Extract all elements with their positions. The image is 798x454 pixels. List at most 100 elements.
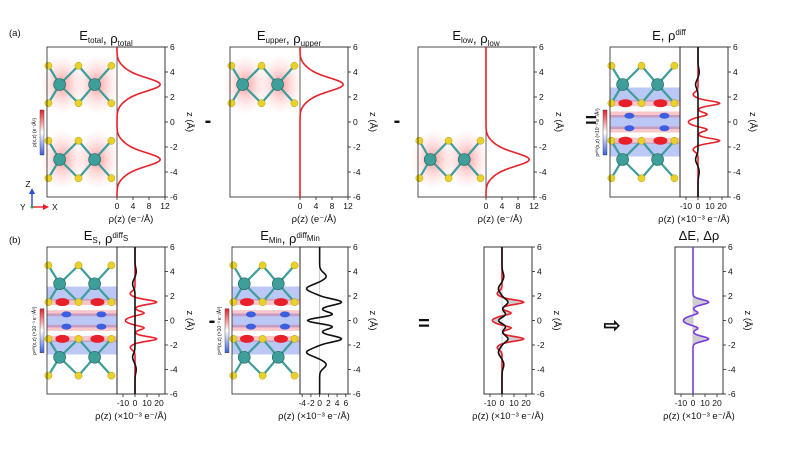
z-tick-label: 0 [537, 316, 542, 326]
z-tick-label: 2 [170, 92, 175, 102]
s-atom [74, 136, 83, 145]
accumulation-lobe [55, 298, 70, 307]
title-title2-sup: diff [112, 231, 123, 240]
x-tick-label: 12 [343, 201, 353, 211]
z-tick-label: 2 [537, 291, 542, 301]
mo-atom [271, 277, 285, 291]
x-tick-label: 4 [500, 201, 505, 211]
accumulation-band [232, 324, 300, 331]
title-title2-sub: total [118, 39, 133, 48]
s-atom [257, 61, 266, 70]
colorbar-label: ρ(x,z) (e⁻/Å³) [31, 118, 38, 147]
z-tick-label: 6 [170, 42, 175, 52]
title-title: E [260, 228, 269, 243]
x-tick-label: 20 [154, 398, 164, 408]
z-tick-label: -4 [353, 167, 361, 177]
series-line-0 [305, 247, 343, 394]
x-tick-label: 20 [712, 398, 722, 408]
s-atom [107, 174, 116, 183]
series-line-1 [497, 247, 509, 394]
depletion-lobe [624, 112, 635, 119]
panel-title: Elow, ρlow [452, 28, 500, 48]
z-tick-label: -6 [728, 389, 736, 399]
x-axis-label: ρ(z) (e⁻/Å) [292, 214, 337, 225]
z-tick-label: 4 [537, 267, 542, 277]
title-title-sep: , [473, 31, 480, 46]
z-tick-label: 6 [353, 242, 358, 252]
z-tick-label: -6 [170, 192, 178, 202]
x-tick-label: -4 [298, 398, 306, 408]
mo-atom [53, 78, 66, 91]
title-title-sub: upper [266, 36, 287, 45]
z-tick-label: -4 [170, 365, 178, 375]
equals-operator: = [585, 110, 597, 132]
x-axis-label: ρ(z) (×10⁻³ e⁻/Å) [95, 411, 167, 422]
z-tick-label: 6 [539, 42, 544, 52]
mo-atom [457, 153, 471, 166]
x-arrow-head [43, 204, 49, 210]
s-atom [290, 261, 299, 270]
z-tick-label: 0 [170, 117, 175, 127]
title-title: E [257, 28, 266, 43]
title-title2-sub: Min [307, 234, 320, 243]
colorbar-label: ρᵈⁱᶠᶠ(x,z) (×10⁻³ e⁻/Å³) [594, 108, 601, 157]
plot-frame [116, 46, 166, 198]
z-tick-label: 6 [170, 242, 175, 252]
z-tick-label: 2 [728, 291, 733, 301]
accumulation-lobe [618, 136, 633, 145]
z-tick-label: 4 [539, 67, 544, 77]
z-tick-label: -2 [728, 340, 736, 350]
z-axis-label: z (Å) [742, 310, 753, 330]
z-axis-label: z (Å) [551, 310, 562, 330]
x-tick-label: 8 [516, 201, 521, 211]
series-line-0 [682, 247, 710, 394]
y-axis-letter: Y [20, 202, 26, 212]
title-title: E [84, 228, 93, 243]
x-tick-label: -10 [675, 398, 688, 408]
plot-frame [483, 246, 533, 395]
z-tick-label: -6 [353, 192, 361, 202]
x-axis-label: ρ(z) (×10⁻³ e⁻/Å) [472, 411, 544, 422]
s-atom [229, 335, 238, 343]
s-atom [107, 371, 116, 380]
chart-b1 [124, 247, 158, 394]
colorbar [224, 308, 230, 354]
z-axis-label: z (Å) [367, 310, 378, 330]
title-title-sub: Min [269, 236, 282, 245]
mo-atom [651, 78, 664, 91]
s-atom [258, 298, 267, 306]
z-axis-letter: Z [25, 179, 30, 189]
z-tick-label: 4 [733, 67, 738, 77]
title-title: ΔE, Δρ [679, 228, 720, 243]
accumulation-band [47, 324, 117, 331]
z-tick-label: 0 [539, 117, 544, 127]
colorbar-label: ρᵈⁱᶠᶠ(x,z) (×10⁻³ e⁻/Å³) [216, 306, 223, 355]
z-axis-label: z (Å) [184, 310, 195, 330]
s-atom [444, 136, 453, 145]
panel-title: Eupper, ρupper [257, 28, 322, 48]
series-line-0 [687, 47, 721, 197]
mo-atom [237, 277, 251, 291]
depletion-lobe [624, 125, 635, 132]
z-axis-label: z (Å) [184, 112, 195, 132]
s-atom [476, 136, 485, 145]
title-title2: ρ [105, 231, 112, 246]
x-tick-label: 10 [509, 398, 519, 408]
panel-title: ES, ρdiffS [84, 228, 129, 246]
z-axis-label: z (Å) [553, 112, 564, 132]
s-atom [607, 61, 616, 70]
z-arrow-head [29, 188, 35, 194]
x-tick-label: 4 [131, 201, 136, 211]
title-title: E [79, 28, 88, 43]
x-tick-label: 0 [484, 201, 489, 211]
chart-a2 [299, 46, 344, 197]
accumulation-lobe [653, 136, 668, 145]
z-tick-label: 6 [728, 242, 733, 252]
s-atom [107, 298, 116, 306]
z-tick-label: -4 [539, 167, 547, 177]
x-tick-label: 0 [133, 398, 138, 408]
accumulation-band [232, 310, 300, 317]
